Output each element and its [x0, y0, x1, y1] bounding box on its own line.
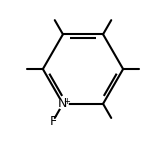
- Text: +: +: [63, 97, 70, 106]
- Text: N: N: [57, 97, 67, 110]
- Text: F: F: [49, 115, 56, 128]
- Circle shape: [58, 99, 68, 109]
